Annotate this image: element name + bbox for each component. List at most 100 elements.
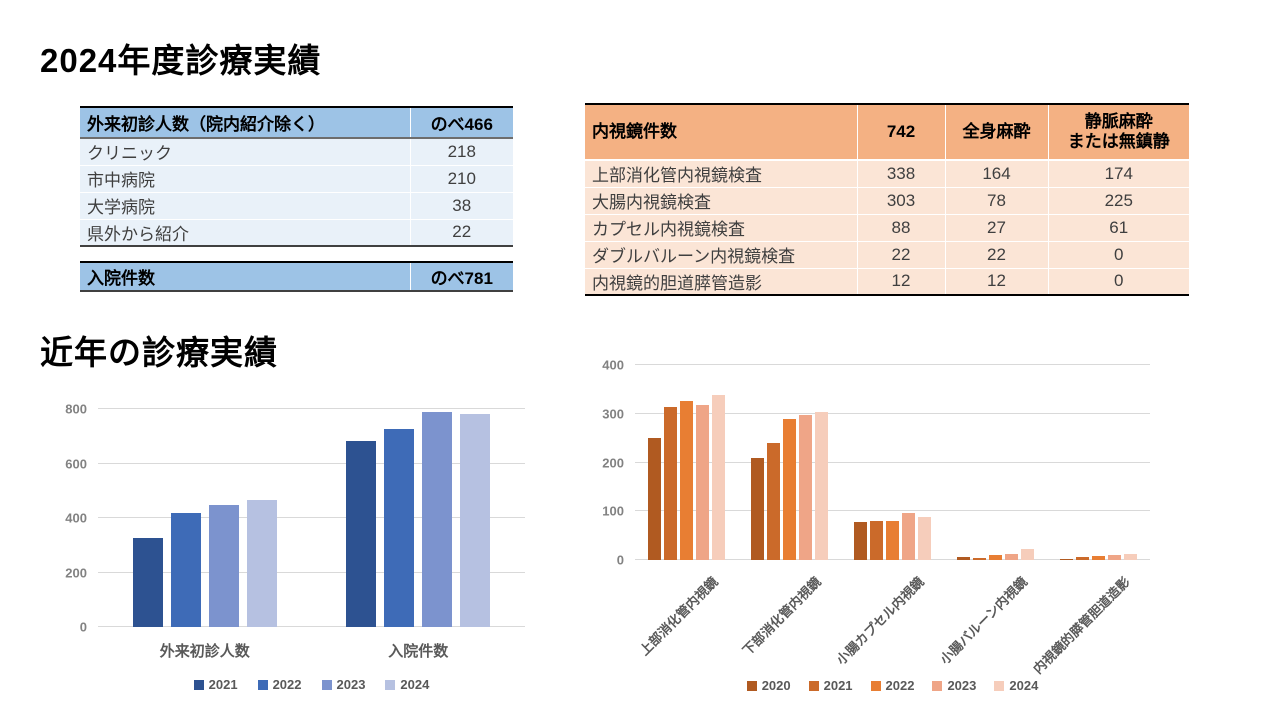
table-row: 内視鏡的胆道膵管造影 12 12 0 — [585, 267, 1189, 295]
x-axis-labels: 上部消化管内視鏡 下部消化管内視鏡 小腸カプセル内視鏡 小腸バルーン内視鏡 内視鏡的膵管… — [635, 560, 1150, 677]
category-label-1: 下部消化管内視鏡 — [738, 560, 841, 672]
gridline-600 — [98, 462, 525, 464]
category-label-1: 入院件数 — [388, 643, 449, 660]
recent-results-title: 近年の診療実績 — [40, 334, 278, 371]
legend-item-2021: 2021 — [193, 677, 238, 692]
bar-2021-cat0 — [132, 537, 163, 627]
iv-header-line1: 静脈麻酔 — [1084, 112, 1153, 132]
bar-group-1 — [312, 409, 526, 627]
row-iv: 225 — [1047, 186, 1189, 214]
legend-swatch-2022 — [870, 680, 881, 691]
table-row: 市中病院 210 — [80, 164, 513, 192]
row-label: 内視鏡的胆道膵管造影 — [585, 267, 857, 295]
category-label-text: 小腸バルーン内視鏡 — [937, 574, 1031, 668]
bar-2022-cat2 — [886, 520, 899, 560]
bar-2023-cat1 — [799, 414, 812, 560]
bar-2020-cat0 — [648, 438, 661, 560]
bar-2022-cat1 — [384, 428, 415, 627]
row-label: クリニック — [80, 137, 410, 165]
bar-2021-cat0 — [664, 407, 677, 560]
legend-label-2023: 2023 — [947, 678, 977, 693]
row-label: ダブルバルーン内視鏡検査 — [585, 240, 857, 268]
row-general: 78 — [944, 186, 1048, 214]
bar-2023-cat2 — [902, 513, 915, 560]
bar-2022-cat3 — [989, 554, 1002, 560]
bar-2024-cat1 — [815, 412, 828, 560]
table-header-row: 外来初診人数（院内紹介除く） のべ466 — [80, 107, 513, 139]
category-label-3: 小腸バルーン内視鏡 — [937, 560, 1047, 672]
bar-2022-cat0 — [170, 513, 201, 627]
bar-2022-cat1 — [783, 418, 796, 560]
legend-item-2024: 2024 — [385, 677, 429, 692]
row-general: 164 — [944, 159, 1048, 187]
category-label-0: 上部消化管内視鏡 — [635, 560, 738, 672]
outpatient-table: 外来初診人数（院内紹介除く） のべ466 クリニック 218 市中病院 210 … — [80, 106, 513, 247]
category-label-2: 小腸カプセル内視鏡 — [834, 560, 944, 672]
y-tick-600: 600 — [65, 456, 87, 471]
y-tick-200: 200 — [65, 565, 87, 580]
row-iv: 0 — [1047, 240, 1189, 268]
bar-group-2 — [841, 365, 944, 560]
endoscopy-header-label: 内視鏡件数 — [585, 104, 857, 161]
table-row: 入院件数 のべ781 — [80, 262, 513, 291]
bar-group-0 — [98, 409, 312, 627]
row-general: 27 — [944, 213, 1048, 241]
y-tick-100: 100 — [602, 503, 624, 519]
row-total: 88 — [856, 213, 945, 241]
table-row: 大腸内視鏡検査 303 78 225 — [585, 186, 1189, 214]
y-tick-200: 200 — [602, 455, 624, 470]
bar-2022-cat0 — [680, 401, 693, 560]
bar-2020-cat1 — [751, 457, 764, 560]
y-tick-300: 300 — [602, 406, 624, 422]
category-label-4: 内視鏡的膵管胆道造影 — [1031, 560, 1150, 677]
row-label: カプセル内視鏡検査 — [585, 213, 857, 241]
legend-swatch-2022 — [257, 679, 268, 690]
bar-2024-cat4 — [1124, 554, 1137, 560]
legend-item-2023: 2023 — [321, 677, 365, 692]
category-label-text: 小腸カプセル内視鏡 — [833, 574, 928, 668]
iv-header-line2: または無鎮静 — [1067, 132, 1170, 151]
gridline-100 — [635, 510, 1150, 512]
bar-2020-cat3 — [957, 557, 970, 560]
table-row: ダブルバルーン内視鏡検査 22 22 0 — [585, 240, 1189, 268]
legend-swatch-2020 — [746, 680, 757, 691]
bar-2023-cat0 — [696, 405, 709, 560]
outpatient-header-label: 外来初診人数（院内紹介除く） — [80, 107, 410, 139]
bar-2024-cat1 — [460, 414, 491, 627]
gridline-200 — [635, 461, 1150, 463]
row-iv: 174 — [1047, 159, 1189, 187]
bar-2023-cat1 — [422, 412, 453, 627]
bar-2021-cat3 — [973, 558, 986, 560]
row-label: 大学病院 — [80, 191, 410, 219]
legend-item-2023: 2023 — [932, 678, 976, 693]
bar-groups — [98, 409, 525, 627]
bar-2020-cat4 — [1060, 558, 1073, 560]
bar-2024-cat0 — [712, 395, 725, 560]
row-total: 303 — [856, 186, 945, 214]
row-total: 338 — [856, 159, 945, 187]
bar-2020-cat2 — [854, 521, 867, 560]
bar-2024-cat3 — [1021, 549, 1034, 560]
row-total: 22 — [856, 240, 945, 268]
table-row: カプセル内視鏡検査 88 27 61 — [585, 213, 1189, 241]
legend-item-2022: 2022 — [870, 678, 914, 693]
table-row: 県外から紹介 22 — [80, 218, 513, 246]
legend-swatch-2021 — [193, 679, 204, 690]
admissions-table: 入院件数 のべ781 — [80, 261, 513, 292]
outpatient-admissions-chart: 0 200 400 600 800 外来初診人数 入院件数 2021 2022 2023 202… — [60, 392, 525, 692]
legend-item-2024: 2024 — [994, 678, 1038, 693]
y-tick-0: 0 — [616, 552, 624, 568]
legend-label-2021: 2021 — [823, 678, 853, 693]
gridline-300 — [635, 412, 1150, 414]
legend-item-2020: 2020 — [746, 678, 791, 693]
legend-swatch-2021 — [808, 680, 819, 691]
outpatient-header-value: のべ466 — [409, 107, 513, 139]
bar-2024-cat2 — [918, 517, 931, 560]
legend-swatch-2024 — [385, 679, 396, 690]
bar-2021-cat2 — [870, 520, 883, 560]
category-label-text: 上部消化管内視鏡 — [637, 574, 722, 659]
row-total: 12 — [856, 267, 945, 295]
annual-results-title: 2024年度診療実績 — [40, 42, 322, 79]
row-value: 210 — [409, 164, 513, 192]
